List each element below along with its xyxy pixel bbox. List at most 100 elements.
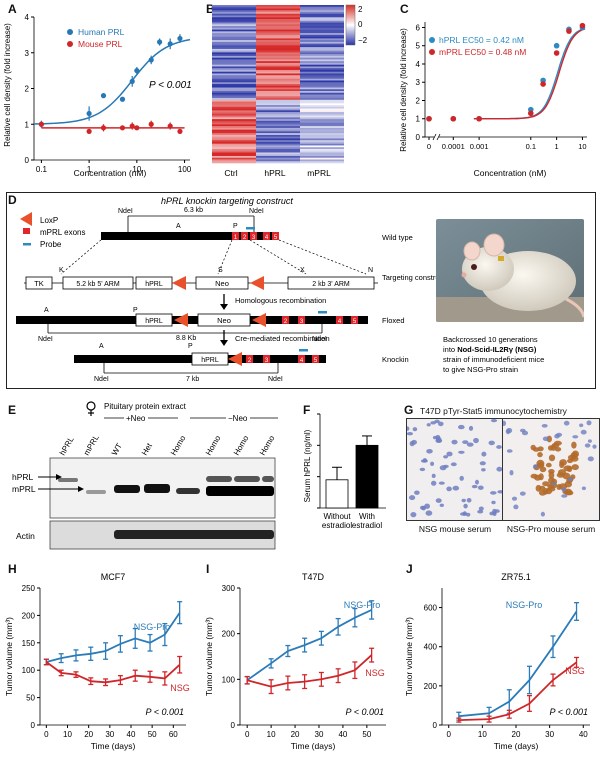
band-mprl: mPRL: [12, 484, 36, 494]
heatmap-cell: [256, 5, 300, 8]
heatmap-cell: [300, 34, 344, 37]
human-prl-point: [129, 78, 135, 84]
panel-label-e: E: [8, 403, 17, 417]
site-a-wt: A: [176, 223, 181, 230]
stained-nucleus: [446, 486, 452, 492]
heatmap-cell: [256, 82, 300, 85]
xtick-label: 50: [148, 730, 157, 739]
heatmap-cell: [300, 6, 344, 9]
svg-text:5: 5: [353, 319, 357, 325]
heatmap-cell: [212, 161, 256, 164]
row-label-targeting: Targeting construct: [382, 273, 446, 282]
panel-d-caption-1: Backcrossed 10 generations: [443, 335, 538, 344]
heatmap-cell: [300, 119, 344, 122]
heatmap-cell: [256, 38, 300, 41]
heatmap-cell: [256, 113, 300, 116]
site-s: S: [218, 267, 223, 274]
a-ytick-label: 3: [25, 49, 30, 58]
stained-nucleus: [488, 440, 495, 446]
stained-nucleus: [461, 498, 466, 503]
stained-nucleus: [478, 506, 484, 511]
heatmap-cell: [300, 57, 344, 60]
heatmap-cell: [300, 17, 344, 20]
heatmap-cell: [256, 126, 300, 129]
stained-nucleus: [563, 420, 570, 426]
xtick-label: 60: [169, 730, 178, 739]
xtick-label: 30: [105, 730, 114, 739]
heatmap-cell: [212, 61, 256, 64]
heatmap-cell: [300, 134, 344, 137]
stained-nucleus: [592, 444, 597, 449]
heatmap-cell: [300, 75, 344, 78]
xtick-label: 50: [362, 730, 371, 739]
heatmap-cell: [300, 115, 344, 118]
f-category-label: estradiol: [322, 521, 352, 530]
stained-nucleus: [553, 440, 562, 446]
heatmap-cell: [256, 84, 300, 87]
panel-d-frame: [6, 192, 596, 389]
stained-nucleus: [496, 445, 502, 449]
stained-nucleus: [492, 508, 497, 515]
heatmap-cell: [300, 113, 344, 116]
panel-a-xlabel: Concentration (nM): [74, 168, 147, 178]
nsg-line: [246, 654, 373, 688]
svg-text:5: 5: [314, 358, 318, 364]
c-ytick-label: 2: [416, 96, 421, 105]
heatmap-cell: [256, 103, 300, 106]
heatmap-cell: [300, 64, 344, 67]
panel-a-chart: 0 1 2 3 4 0.1 1 10 100 Relative cell density (fo…: [3, 13, 192, 178]
heatmap-cell: [212, 50, 256, 53]
heatmap-cell: [256, 26, 300, 29]
panel-d-title: hPRL knockin targeting construct: [161, 196, 293, 206]
stained-nucleus: [438, 421, 444, 427]
heatmap-col-mprl: mPRL: [307, 168, 331, 178]
colorbar-tick-neg2: −2: [358, 36, 368, 45]
heatmap-cell: [256, 98, 300, 101]
legend-loxp: LoxP: [40, 216, 58, 225]
xlabel: Time (days): [494, 741, 539, 751]
heatmap-cell: [300, 20, 344, 23]
f-category-label: Without: [323, 512, 351, 521]
stained-nucleus: [541, 424, 548, 428]
heatmap-cell: [256, 115, 300, 118]
group-plus-neo: +Neo: [126, 414, 146, 423]
heatmap-cell: [300, 84, 344, 87]
stained-nucleus: [451, 439, 458, 445]
stained-nucleus: [564, 481, 572, 488]
heatmap-cell: [300, 50, 344, 53]
heatmap-cell: [256, 66, 300, 69]
heatmap-cell: [212, 113, 256, 116]
heatmap-cell: [300, 145, 344, 148]
heatmap-cell: [300, 33, 344, 36]
mprl-point: [579, 22, 586, 29]
neo-box-floxed: [197, 313, 251, 327]
legend-human-prl: Human PRL: [78, 27, 125, 37]
heatmap-cell: [256, 140, 300, 143]
xtick-label: 30: [545, 730, 554, 739]
panel-c-chart: 0 1 2 3 4 5 6 0 0.0001 0.001 0.1 1 10 Relative cell …: [399, 22, 587, 178]
xtick-label: 10: [478, 730, 487, 739]
stained-nucleus: [466, 498, 472, 503]
stained-nucleus: [555, 432, 563, 437]
stained-nucleus: [479, 461, 486, 466]
arm-3prime-box: [287, 276, 375, 290]
heatmap-cell: [212, 34, 256, 37]
a-ytick-label: 0: [25, 156, 30, 165]
heatmap-cell: [300, 69, 344, 73]
heatmap-cell: [212, 36, 256, 39]
heatmap-cell: [212, 119, 256, 122]
c-ytick-label: 6: [416, 23, 421, 32]
heatmap-cell: [300, 150, 344, 153]
heatmap-cell: [300, 99, 344, 102]
stained-nucleus: [551, 482, 557, 486]
heatmap-cell: [212, 145, 256, 148]
stained-nucleus: [506, 427, 513, 434]
stained-nucleus: [473, 437, 479, 444]
chart-title: ZR75.1: [501, 572, 531, 582]
band-hprl: hPRL: [12, 472, 34, 482]
human-prl-point: [177, 35, 183, 42]
heatmap-cell: [212, 78, 256, 81]
heatmap-cell: [300, 127, 344, 130]
heatmap-cell: [256, 131, 300, 134]
stained-nucleus: [458, 424, 465, 430]
